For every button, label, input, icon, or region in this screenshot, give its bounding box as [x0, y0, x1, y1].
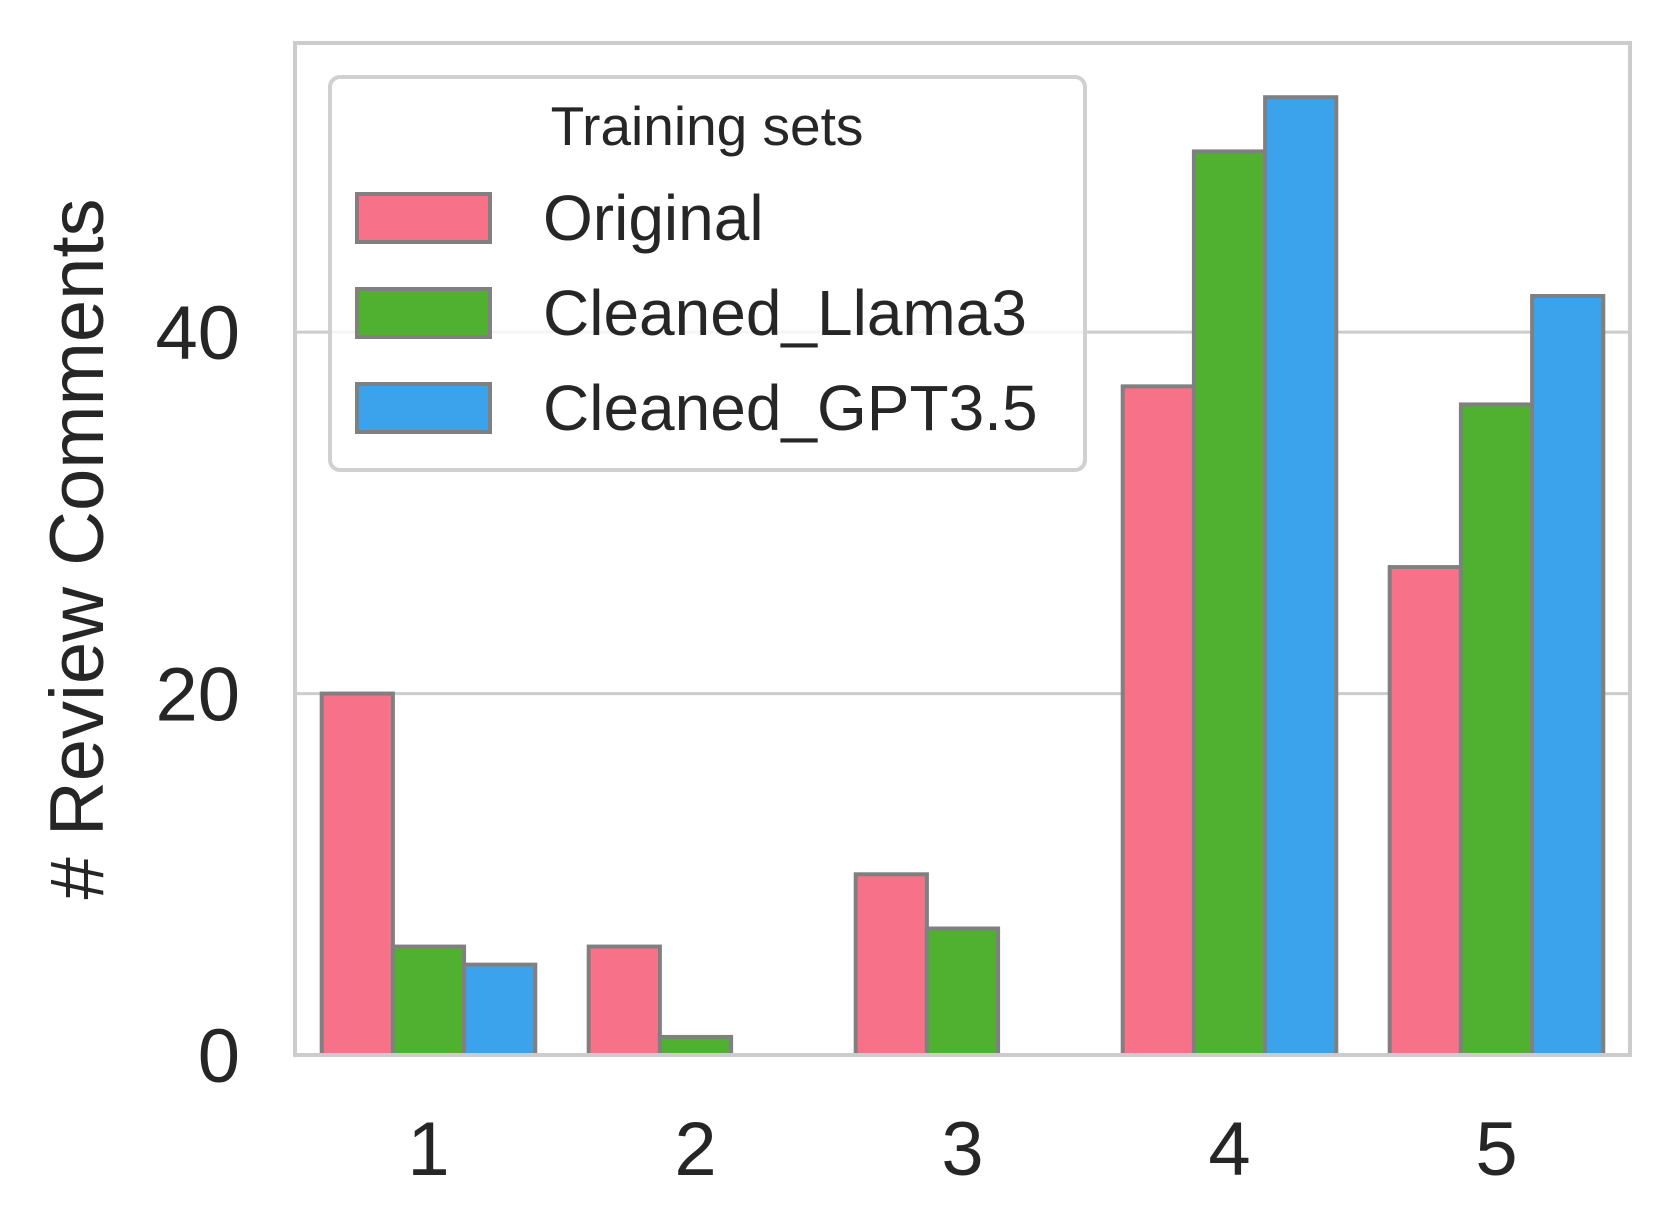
plot-frame	[293, 41, 1632, 1057]
x-tick-label: 5	[1475, 1107, 1517, 1192]
x-tick-labels: 1 2 3 4 5	[407, 1107, 1517, 1192]
bar-original-1	[319, 691, 395, 1057]
bar-cleaned-llama3-1	[390, 944, 467, 1057]
x-tick-label: 4	[1208, 1107, 1250, 1192]
legend-swatch	[355, 287, 492, 339]
legend-title: Training sets	[551, 95, 864, 157]
bar-cleaned-llama3-3	[924, 926, 1001, 1057]
bar-original-2	[586, 944, 662, 1057]
bar-original-4	[1120, 384, 1196, 1058]
y-tick-labels: 0 20 40	[155, 291, 240, 1099]
y-axis-label: # Review Comments	[35, 198, 120, 899]
y-tick-label: 20	[155, 653, 240, 738]
legend-box	[328, 75, 1087, 472]
legend-swatch	[355, 382, 492, 434]
x-tick-label: 3	[941, 1107, 983, 1192]
bar-cleaned-gpt3-5-1	[462, 962, 538, 1058]
bar-original-3	[853, 872, 929, 1057]
legend-label: Cleaned_Llama3	[543, 277, 1027, 349]
legend: Training sets Original Cleaned_Llama3 Clea…	[328, 75, 1087, 472]
legend-swatch	[355, 192, 492, 244]
legend-label: Original	[543, 182, 764, 254]
bar-cleaned-llama3-2	[657, 1034, 734, 1058]
bar-original-5	[1387, 565, 1463, 1057]
bar-cleaned-gpt3-5-5	[1530, 294, 1606, 1057]
legend-items: Original Cleaned_Llama3 Cleaned_GPT3.5	[355, 182, 1038, 444]
y-tick-label: 40	[155, 291, 240, 376]
bar-cleaned-llama3-4	[1191, 149, 1268, 1057]
x-tick-label: 2	[674, 1107, 716, 1192]
y-tick-label: 0	[198, 1014, 240, 1099]
x-tick-label: 1	[407, 1107, 449, 1192]
bar-cleaned-llama3-5	[1458, 402, 1535, 1057]
bars	[319, 95, 1606, 1058]
bar-cleaned-gpt3-5-4	[1263, 95, 1339, 1057]
legend-label: Cleaned_GPT3.5	[543, 372, 1038, 444]
